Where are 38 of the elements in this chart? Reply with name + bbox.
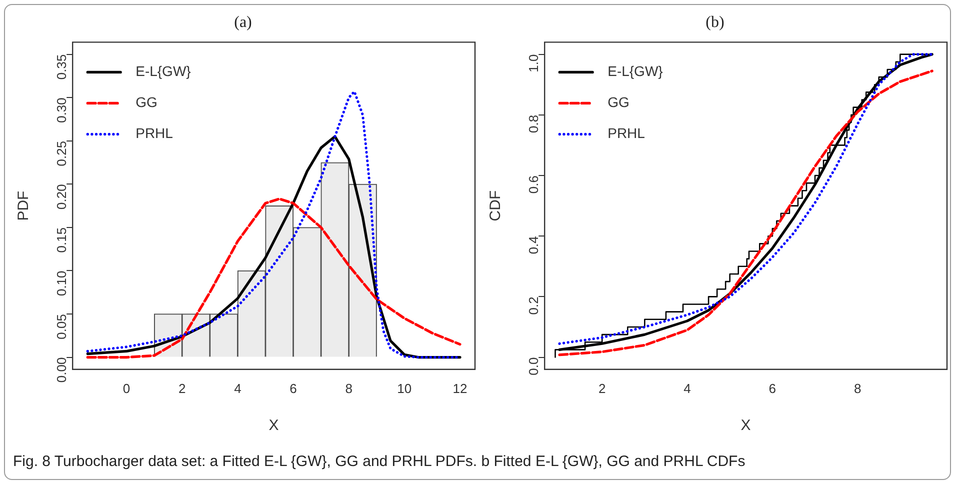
y-tick-label: 0.6 <box>526 176 542 194</box>
x-tick-label: 6 <box>290 380 297 396</box>
chart-title: (a) <box>234 14 252 31</box>
legend-label: GG <box>608 94 630 110</box>
x-tick-label: 8 <box>854 380 862 396</box>
x-tick-label: 2 <box>178 380 186 396</box>
y-axis-title: PDF <box>15 190 32 221</box>
y-tick-label: 0.05 <box>54 314 70 340</box>
legend-label: PRHL <box>608 125 646 142</box>
y-tick-label: 0.4 <box>526 236 542 254</box>
x-tick-label: 12 <box>452 380 468 396</box>
caption: Fig. 8 Turbocharger data set: a Fitted E-L {GW}, GG and PRHL PDFs. b Fitted E-L {GW}, GG and PRHL CDFs <box>13 453 746 470</box>
y-tick-label: 0.00 <box>54 357 70 383</box>
chart-title: (b) <box>706 14 724 31</box>
x-tick-label: 10 <box>397 380 412 396</box>
legend-label: E-L{GW} <box>608 63 664 80</box>
x-tick-label: 2 <box>598 380 606 396</box>
legend-label: PRHL <box>136 125 174 142</box>
legend-label: GG <box>136 94 158 110</box>
y-tick-label: 0.0 <box>526 357 542 376</box>
y-tick-label: 0.8 <box>526 114 542 133</box>
y-tick-label: 0.30 <box>54 98 70 123</box>
y-tick-label: 0.35 <box>54 54 70 80</box>
y-tick-label: 0.15 <box>54 227 70 253</box>
legend-label: E-L{GW} <box>136 63 192 80</box>
x-tick-label: 8 <box>345 380 352 396</box>
y-tick-label: 0.25 <box>54 140 70 166</box>
x-axis-title: X <box>740 417 751 434</box>
x-tick-label: 6 <box>768 380 776 396</box>
y-axis-title: CDF <box>487 190 504 222</box>
y-tick-label: 1.0 <box>526 54 542 72</box>
y-tick-label: 0.2 <box>526 296 542 315</box>
x-tick-label: 0 <box>122 380 130 396</box>
x-axis-title: X <box>268 417 279 434</box>
y-tick-label: 0.20 <box>54 184 70 210</box>
y-tick-label: 0.10 <box>54 270 70 296</box>
x-tick-label: 4 <box>234 380 242 396</box>
x-tick-label: 4 <box>684 380 691 396</box>
